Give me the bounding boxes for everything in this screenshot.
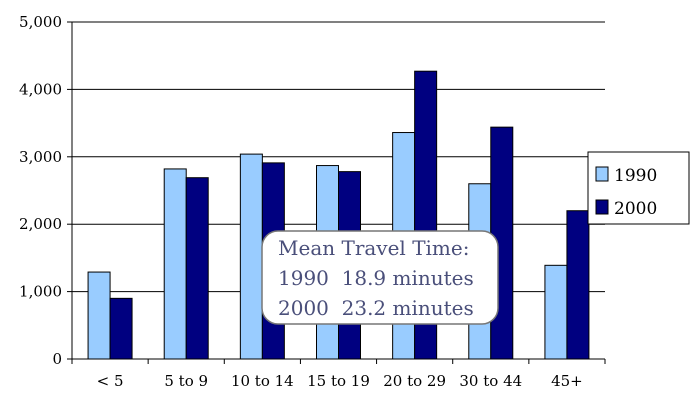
y-tick-label: 3,000 (19, 148, 62, 166)
x-tick-label: 30 to 44 (459, 372, 522, 390)
callout-line-3: 2000 23.2 minutes (278, 296, 474, 320)
bar-2000 (185, 177, 209, 360)
legend-label-1990: 1990 (614, 166, 657, 186)
bar-2000 (566, 210, 590, 360)
legend: 1990 2000 (587, 151, 690, 225)
mean-travel-time-callout: Mean Travel Time: 1990 18.9 minutes 2000… (261, 230, 499, 325)
bar-1990 (544, 264, 568, 360)
bar-1990 (239, 153, 263, 360)
bar-2000 (109, 297, 133, 360)
legend-swatch-1990 (595, 166, 609, 182)
y-tick-label: 5,000 (19, 13, 62, 31)
callout-line-1: Mean Travel Time: (278, 236, 469, 260)
y-tick-label: 2,000 (19, 215, 62, 233)
axes (71, 22, 605, 360)
x-tick-label: 20 to 29 (383, 372, 446, 390)
x-tick-labels: < 5 5 to 9 10 to 14 15 to 19 20 to 29 30 to 4… (97, 372, 583, 390)
y-tick-labels: 0 1,000 2,000 3,000 4,000 5,000 (19, 13, 62, 368)
x-tick-label: 10 to 14 (231, 372, 294, 390)
x-tick-label: 5 to 9 (164, 372, 208, 390)
y-tick-label: 4,000 (19, 80, 62, 98)
x-tick-label: 15 to 19 (307, 372, 370, 390)
legend-label-2000: 2000 (614, 199, 657, 219)
x-tick-label: < 5 (97, 372, 124, 390)
bar-1990 (87, 271, 111, 360)
callout-line-2: 1990 18.9 minutes (278, 266, 474, 290)
y-tick-label: 0 (52, 350, 62, 368)
x-tick-label: 45+ (551, 372, 583, 390)
gridlines (67, 21, 606, 364)
y-tick-label: 1,000 (19, 283, 62, 301)
callout-box (261, 230, 499, 325)
bar-1990 (163, 168, 187, 360)
legend-swatch-2000 (595, 199, 609, 215)
